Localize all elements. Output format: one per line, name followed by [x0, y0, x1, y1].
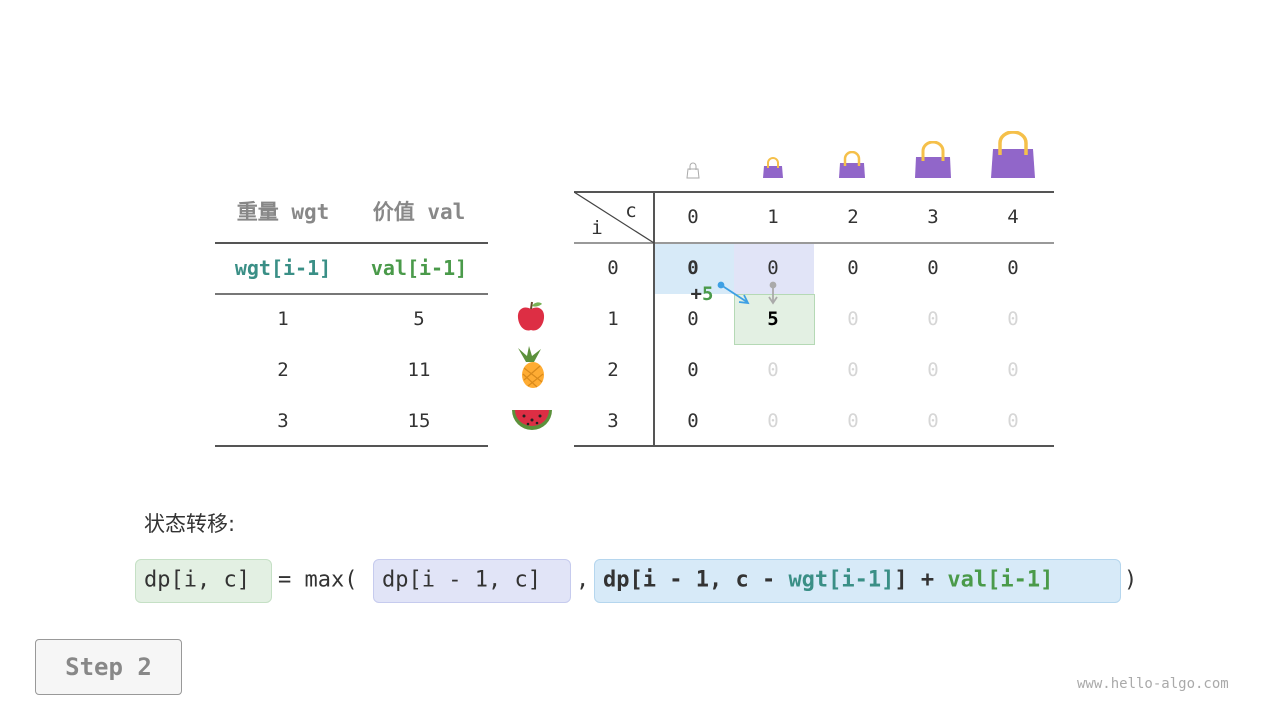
- divider: [215, 293, 488, 295]
- lhs-box: [135, 559, 272, 603]
- dp-cell: 5: [767, 308, 779, 330]
- formula-lhs: dp[i, c]: [144, 567, 250, 593]
- item-value: 15: [407, 410, 431, 432]
- divider: [574, 242, 1054, 244]
- dp-cell: 0: [767, 359, 779, 381]
- dp-cell: 0: [767, 257, 779, 279]
- divider: [574, 191, 1054, 193]
- arrow-diagonal: [717, 281, 750, 305]
- dp-cell: 0: [687, 359, 699, 381]
- dp-cell: 0: [847, 257, 859, 279]
- bag-icon: [839, 151, 865, 178]
- opt2-wgt: wgt[i-1]: [788, 567, 895, 593]
- dp-cell: 0: [687, 410, 699, 432]
- dp-cell: 0: [767, 410, 779, 432]
- row-header: 0: [607, 257, 619, 279]
- dp-cell: 0: [1007, 410, 1019, 432]
- divider: [215, 445, 488, 447]
- divider: [574, 445, 1054, 447]
- row-header: 2: [607, 359, 619, 381]
- item-value: 5: [413, 308, 425, 330]
- formula-comma: ,: [576, 567, 590, 593]
- dp-cell: 0: [847, 359, 859, 381]
- transition-arrows: [717, 281, 778, 305]
- corner-c: c: [625, 200, 637, 222]
- formula-max: = max(: [278, 567, 358, 593]
- apple-icon: [517, 301, 545, 331]
- formula-close: ): [1124, 567, 1138, 593]
- dp-cell: 0: [687, 308, 699, 330]
- increment-annotation: +5: [691, 283, 714, 305]
- pineapple-icon: [518, 346, 544, 388]
- subheader-wgt: wgt[i-1]: [234, 256, 332, 280]
- formula-opt2: dp[i - 1, c - wgt[i-1]] + val[i-1]: [603, 568, 1053, 593]
- increment-value: 5: [702, 283, 714, 305]
- bag-icon: [991, 131, 1035, 178]
- opt2-box: [594, 559, 1121, 603]
- item-weight: 2: [277, 359, 289, 381]
- divider: [215, 242, 488, 244]
- dp-cell: 0: [927, 410, 939, 432]
- opt2-part: ] +: [894, 567, 948, 593]
- watermark: www.hello-algo.com: [1077, 676, 1229, 692]
- dp-cell: 0: [1007, 257, 1019, 279]
- item-weight: 1: [277, 308, 289, 330]
- step-button[interactable]: Step 2: [35, 639, 182, 695]
- bag-icon: [763, 157, 783, 178]
- col-header: 2: [847, 206, 859, 228]
- dp-cell: 0: [927, 308, 939, 330]
- bag-icon: [915, 141, 951, 178]
- header-value: 价值 val: [372, 200, 466, 224]
- dp-cell: 0: [927, 257, 939, 279]
- arrow-down: [768, 281, 778, 305]
- corner-i: i: [591, 217, 603, 239]
- watermelon-icon: [512, 410, 552, 430]
- col-header: 0: [687, 206, 699, 228]
- dp-cell: 0: [1007, 308, 1019, 330]
- empty-bag-icon: [686, 162, 700, 179]
- subheader-val: val[i-1]: [370, 256, 468, 280]
- plus-sign: +: [690, 283, 702, 305]
- opt1-box: [373, 559, 571, 603]
- item-value: 11: [407, 359, 431, 381]
- col-header: 4: [1007, 206, 1019, 228]
- dp-cell: 0: [687, 257, 699, 279]
- dp-cell: 0: [847, 308, 859, 330]
- formula-opt1: dp[i - 1, c]: [382, 567, 541, 593]
- dp-cell: 0: [1007, 359, 1019, 381]
- col-header: 1: [767, 206, 779, 228]
- corner-diagonal: [574, 192, 654, 243]
- header-weight: 重量 wgt: [236, 200, 330, 224]
- divider: [653, 192, 655, 446]
- formula-label: 状态转移:: [144, 512, 236, 536]
- opt2-part: dp[i - 1, c -: [603, 567, 789, 593]
- row-header: 1: [607, 308, 619, 330]
- item-weight: 3: [277, 410, 289, 432]
- dp-cell: 0: [847, 410, 859, 432]
- dp-cell: 0: [927, 359, 939, 381]
- col-header: 3: [927, 206, 939, 228]
- row-header: 3: [607, 410, 619, 432]
- opt2-val: val[i-1]: [947, 567, 1054, 593]
